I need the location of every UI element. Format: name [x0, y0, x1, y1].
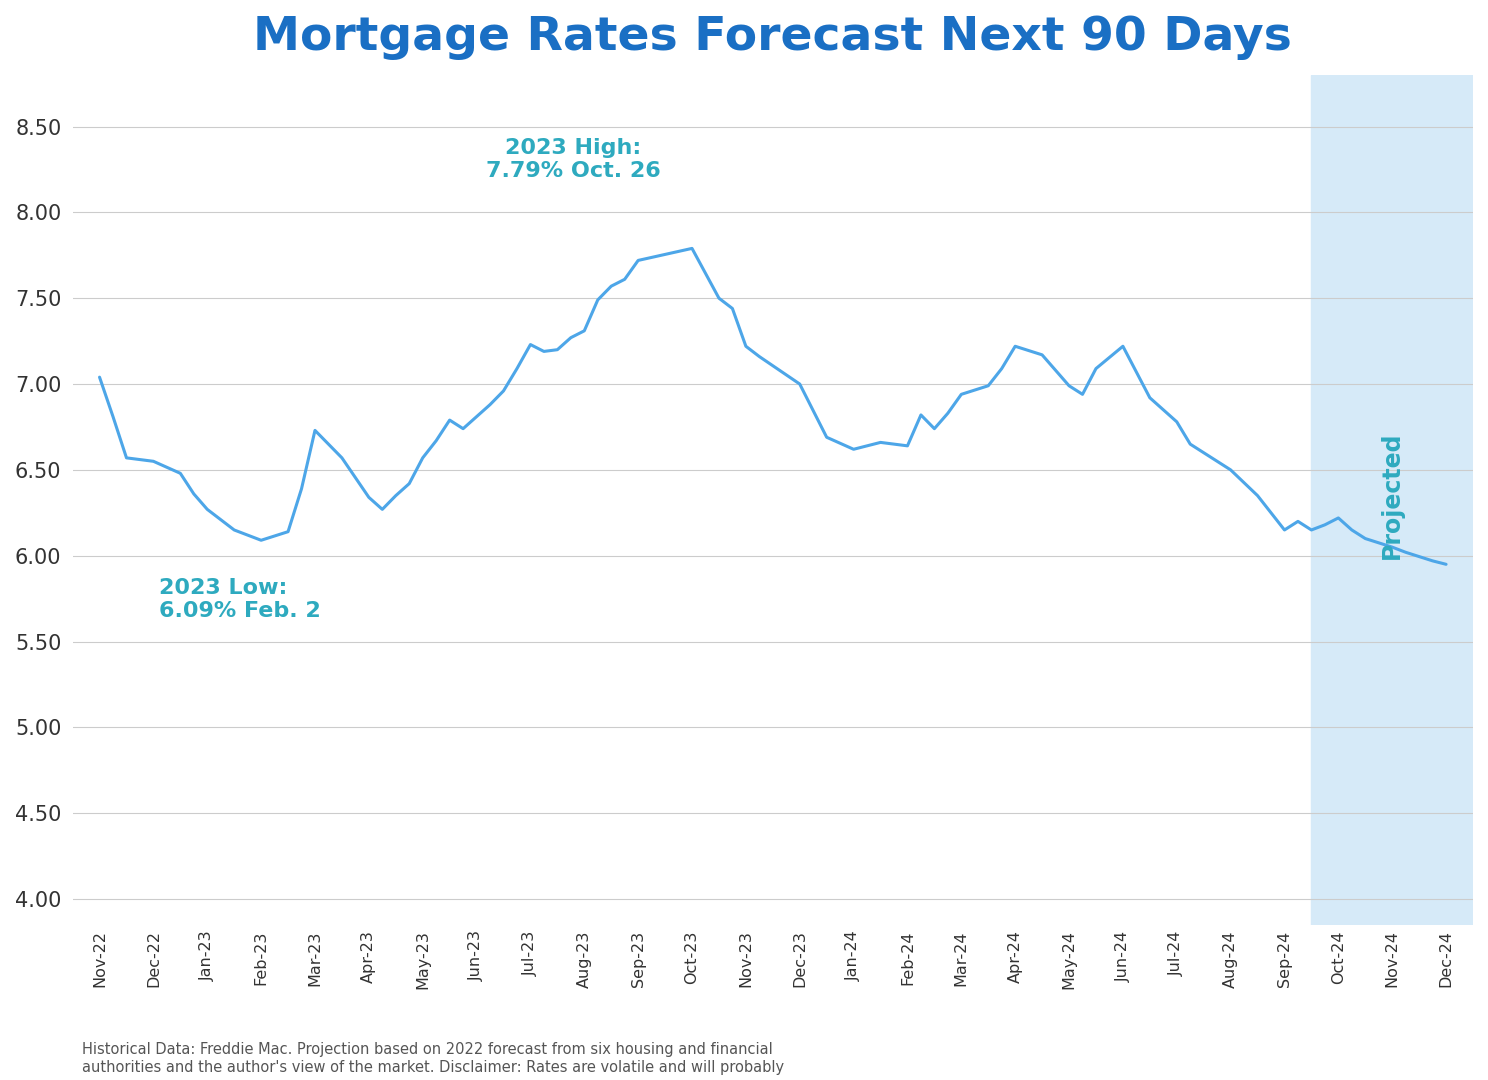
Text: Projected: Projected: [1381, 432, 1405, 559]
Text: 2023 Low:
6.09% Feb. 2: 2023 Low: 6.09% Feb. 2: [159, 578, 320, 621]
Text: 2023 High:
7.79% Oct. 26: 2023 High: 7.79% Oct. 26: [487, 138, 661, 181]
Text: Historical Data: Freddie Mac. Projection based on 2022 forecast from six housing: Historical Data: Freddie Mac. Projection…: [82, 1042, 784, 1075]
Title: Mortgage Rates Forecast Next 90 Days: Mortgage Rates Forecast Next 90 Days: [253, 15, 1292, 60]
Bar: [1311, 75, 1473, 924]
